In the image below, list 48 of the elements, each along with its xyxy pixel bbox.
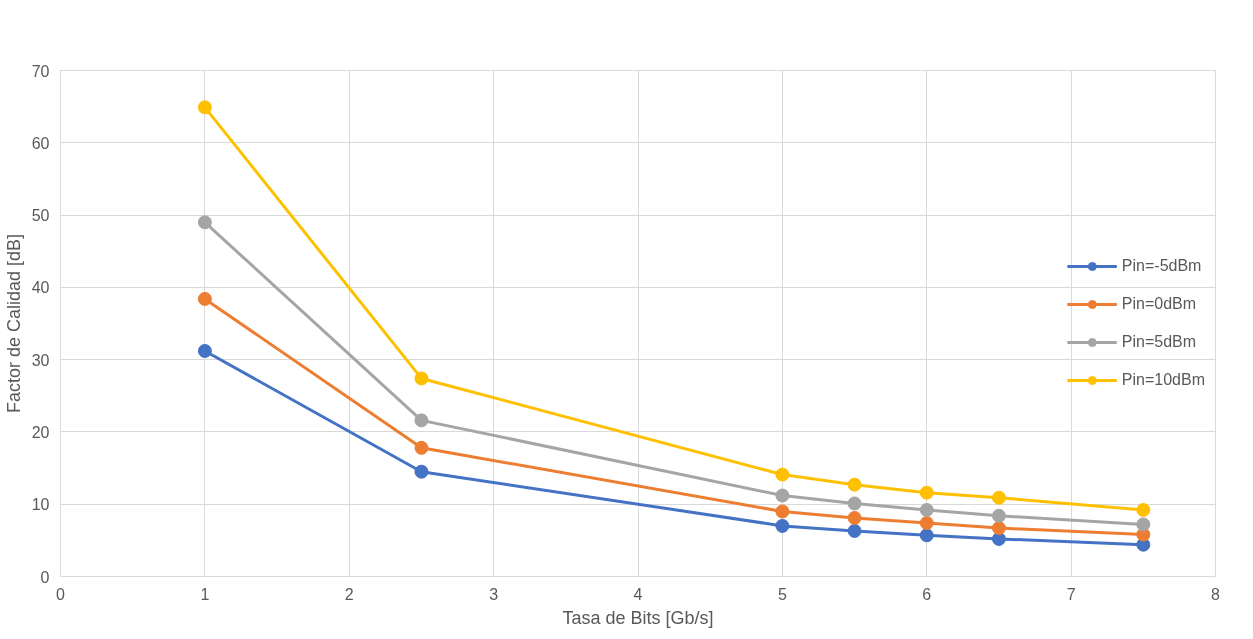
point (919, 528, 934, 543)
point (197, 215, 212, 230)
x-tick-label: 8 (1211, 585, 1221, 603)
point (197, 291, 212, 306)
y-tick-label: 20 (31, 423, 50, 441)
point (414, 413, 429, 428)
point (847, 496, 862, 511)
point (847, 510, 862, 525)
y-tick-label: 40 (31, 279, 50, 297)
legend-label: Pin=0dBm (1121, 295, 1197, 313)
y-axis-title: Factor de Calidad [dB] (3, 233, 24, 414)
y-tick-label: 0 (40, 568, 50, 586)
y-tick-label: 50 (31, 207, 50, 225)
x-axis-title: Tasa de Bits [Gb/s] (562, 607, 714, 628)
point (197, 343, 212, 358)
point (919, 503, 934, 517)
point (919, 485, 934, 500)
point (775, 488, 790, 503)
point (991, 521, 1006, 536)
point (991, 490, 1006, 505)
point (414, 464, 429, 479)
point (919, 516, 934, 530)
point (414, 440, 429, 455)
x-tick-label: 1 (200, 585, 210, 603)
point (775, 518, 790, 533)
point (1136, 517, 1151, 532)
x-tick-label: 3 (489, 585, 499, 603)
point (847, 477, 862, 492)
legend-label: Pin=5dBm (1121, 333, 1197, 351)
x-tick-label: 4 (633, 585, 643, 603)
point (991, 508, 1006, 523)
x-tick-label: 7 (1066, 585, 1076, 603)
y-tick-label: 30 (31, 351, 50, 369)
point (1136, 503, 1151, 517)
legend-label: Pin=10dBm (1121, 371, 1205, 389)
x-tick-label: 6 (922, 585, 932, 603)
point (775, 504, 790, 519)
point (847, 523, 862, 538)
y-tick-label: 10 (31, 496, 50, 514)
y-tick-label: 60 (31, 134, 50, 152)
point (775, 467, 790, 482)
legend-label: Pin=-5dBm (1121, 257, 1202, 275)
x-tick-label: 5 (777, 585, 787, 603)
y-tick-label: 70 (31, 62, 50, 80)
point (414, 371, 429, 386)
point (197, 100, 212, 115)
x-tick-label: 2 (344, 585, 354, 603)
x-tick-label: 0 (56, 585, 66, 603)
